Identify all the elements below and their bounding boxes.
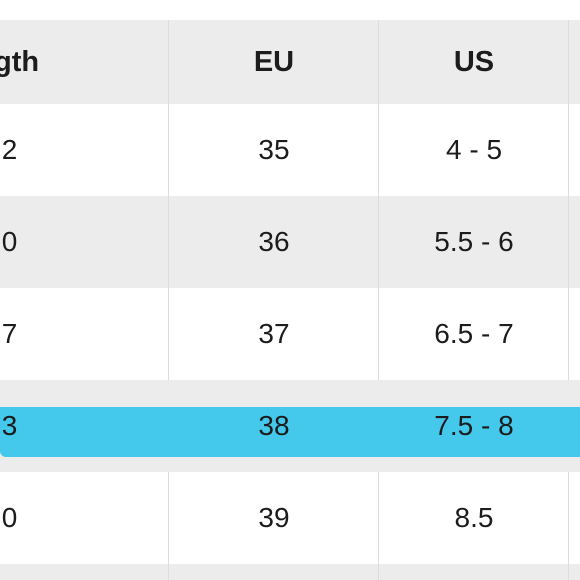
cell-eu (168, 564, 379, 580)
cell-eu: 36 (168, 196, 379, 288)
cell-extra (568, 380, 580, 472)
cell-length (0, 564, 168, 580)
cell-us: 8.5 (378, 472, 569, 564)
cell-us: 6.5 - 7 (378, 288, 569, 380)
cell-eu: 35 (168, 104, 379, 196)
cell-extra (568, 196, 580, 288)
highlight-marker (0, 407, 580, 457)
cell-length: .7 (0, 318, 18, 349)
cell-length: .3 (0, 410, 18, 441)
cell-eu: 37 (168, 288, 379, 380)
cell-eu: 38 (258, 410, 290, 441)
header-us: US (378, 20, 569, 104)
table-row: .2 35 4 - 5 (0, 104, 580, 196)
header-extra (568, 20, 580, 104)
table-row: .0 36 5.5 - 6 (0, 196, 580, 288)
cell-length: .0 (0, 226, 18, 257)
table-row: .7 37 6.5 - 7 (0, 288, 580, 380)
cell-extra (568, 472, 580, 564)
cell-us (378, 564, 569, 580)
cell-eu: 39 (168, 472, 379, 564)
table-row: .0 39 8.5 (0, 472, 580, 564)
cell-extra (568, 288, 580, 380)
cell-length: .2 (0, 134, 18, 165)
table-row-highlighted: .3 38 7.5 - 8 (0, 380, 580, 472)
cell-us: 7.5 - 8 (434, 410, 514, 441)
table-row-partial (0, 564, 580, 580)
cell-us: 5.5 - 6 (378, 196, 569, 288)
cell-us: 4 - 5 (378, 104, 569, 196)
header-length: gth (0, 45, 40, 78)
table-header-row: gth EU US (0, 20, 580, 104)
cell-extra (568, 564, 580, 580)
header-eu: EU (168, 20, 379, 104)
cell-extra (568, 104, 580, 196)
cell-length: .0 (0, 502, 18, 533)
